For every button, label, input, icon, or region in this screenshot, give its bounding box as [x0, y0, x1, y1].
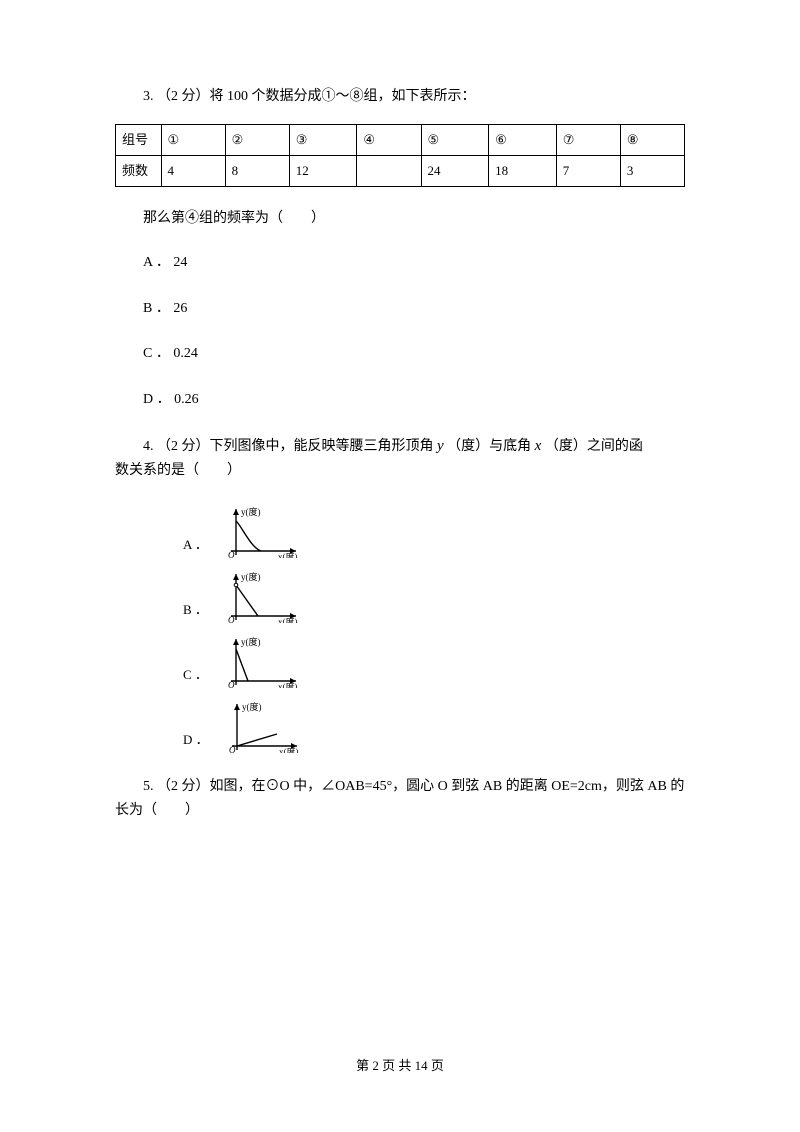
svg-text:O: O: [229, 745, 236, 753]
header-label-cell: 组号: [116, 124, 162, 155]
q4-intro-mid1: （度）与底角: [444, 439, 535, 454]
svg-text:x(度): x(度): [279, 746, 299, 753]
value-cell: 8: [225, 155, 289, 186]
svg-text:O: O: [228, 615, 235, 623]
svg-text:x(度): x(度): [278, 551, 298, 558]
value-cell: 24: [421, 155, 489, 186]
row-label-cell: 频数: [116, 155, 162, 186]
q3-option-c: C ． 0.24: [115, 342, 685, 366]
svg-text:y(度): y(度): [241, 636, 261, 647]
q3-option-a: A ． 24: [115, 251, 685, 275]
q3-option-b: B ． 26: [115, 297, 685, 321]
q4-option-a-label: A ．: [183, 534, 208, 558]
q5-intro: 5. （2 分）如图，在⊙O 中，∠OAB=45°，圆心 O 到弦 AB 的距离…: [115, 775, 685, 823]
svg-text:O: O: [228, 680, 235, 688]
q4-option-b-label: B ．: [183, 599, 208, 623]
svg-text:O: O: [228, 550, 235, 558]
q4-intro-post: （度）之间的函: [541, 439, 643, 454]
q4-intro-line2: 数关系的是（ ）: [115, 459, 685, 483]
col-cell: ⑥: [489, 124, 557, 155]
q3-subtext: 那么第④组的频率为（ ）: [115, 207, 685, 231]
q3-intro: 3. （2 分）将 100 个数据分成①～⑧组，如下表所示：: [115, 85, 685, 109]
value-cell: 4: [161, 155, 225, 186]
q3-table: 组号 ① ② ③ ④ ⑤ ⑥ ⑦ ⑧ 频数 4 8 12 24 18 7 3: [115, 124, 685, 187]
svg-text:y(度): y(度): [241, 571, 261, 582]
q3-option-d: D ． 0.26: [115, 388, 685, 412]
q4-var-y: y: [437, 438, 444, 454]
col-cell: ⑧: [620, 124, 684, 155]
q4-graph-c: y(度) x(度) O: [216, 633, 306, 688]
table-row-values: 频数 4 8 12 24 18 7 3: [116, 155, 685, 186]
value-cell: 12: [289, 155, 357, 186]
q4-option-d-row: D ． y(度) x(度) O: [157, 698, 685, 753]
table-row-header: 组号 ① ② ③ ④ ⑤ ⑥ ⑦ ⑧: [116, 124, 685, 155]
q5-line1: 5. （2 分）如图，在⊙O 中，∠OAB=45°，圆心 O 到弦 AB 的距离…: [115, 775, 685, 799]
q4-intro: 4. （2 分）下列图像中，能反映等腰三角形顶角 y （度）与底角 x （度）之…: [115, 434, 685, 483]
col-cell: ⑤: [421, 124, 489, 155]
col-cell: ④: [357, 124, 421, 155]
value-cell: 18: [489, 155, 557, 186]
q4-option-a-row: A ． y(度) x(度) O: [157, 503, 685, 558]
col-cell: ①: [161, 124, 225, 155]
q4-option-c-label: C ．: [183, 664, 208, 688]
value-cell: 7: [556, 155, 620, 186]
col-cell: ⑦: [556, 124, 620, 155]
q4-graph-b: y(度) x(度) O: [216, 568, 306, 623]
col-cell: ③: [289, 124, 357, 155]
svg-text:x(度): x(度): [278, 616, 298, 623]
svg-text:x(度): x(度): [278, 681, 298, 688]
q4-option-c-row: C ． y(度) x(度) O: [157, 633, 685, 688]
svg-text:y(度): y(度): [242, 701, 262, 712]
value-cell: [357, 155, 421, 186]
svg-text:y(度): y(度): [241, 506, 261, 517]
q4-option-d-label: D ．: [183, 729, 209, 753]
page-footer: 第 2 页 共 14 页: [0, 1055, 800, 1077]
col-cell: ②: [225, 124, 289, 155]
q5-line2: 长为（ ）: [115, 799, 685, 823]
q4-graph-d: y(度) x(度) O: [217, 698, 307, 753]
value-cell: 3: [620, 155, 684, 186]
q4-graph-a: y(度) x(度) O: [216, 503, 306, 558]
q4-intro-pre: 4. （2 分）下列图像中，能反映等腰三角形顶角: [143, 439, 437, 454]
q4-option-b-row: B ． y(度) x(度) O: [157, 568, 685, 623]
